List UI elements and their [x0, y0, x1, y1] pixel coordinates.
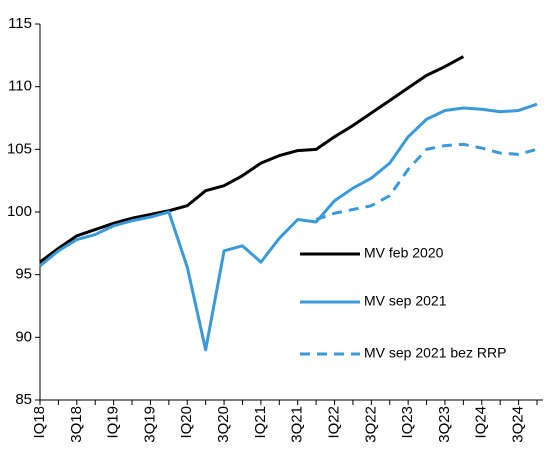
x-tick-label: IQ24 [473, 406, 490, 439]
legend-label: MV sep 2021 bez RRP [364, 345, 506, 361]
x-tick-label: 3Q21 [289, 406, 306, 443]
y-tick-label: 115 [8, 15, 32, 32]
series-line [39, 55, 465, 264]
y-tick-label: 90 [15, 328, 32, 345]
x-tick-label: IQ22 [325, 406, 342, 439]
x-tick-label: 3Q22 [362, 406, 379, 443]
x-tick-label: IQ19 [105, 406, 122, 439]
x-tick-label: 3Q18 [68, 406, 85, 443]
legend-label: MV feb 2020 [364, 245, 444, 261]
y-tick-label: 95 [15, 266, 32, 283]
series-line [315, 142, 538, 221]
y-tick-label: 110 [8, 78, 32, 95]
y-tick-label: 85 [15, 391, 32, 408]
y-tick-label: 105 [7, 140, 32, 157]
x-tick-label: IQ18 [31, 406, 48, 439]
x-tick-label: 3Q23 [436, 406, 453, 443]
x-tick-label: 3Q20 [215, 406, 232, 443]
x-tick-label: IQ21 [252, 406, 269, 439]
legend-label: MV sep 2021 [364, 293, 447, 309]
x-tick-label: IQ23 [399, 406, 416, 439]
y-tick-label: 100 [7, 203, 32, 220]
series-line [39, 102, 538, 352]
x-tick-label: 3Q19 [141, 406, 158, 443]
x-tick-label: 3Q24 [510, 406, 527, 443]
x-tick-label: IQ20 [178, 406, 195, 439]
